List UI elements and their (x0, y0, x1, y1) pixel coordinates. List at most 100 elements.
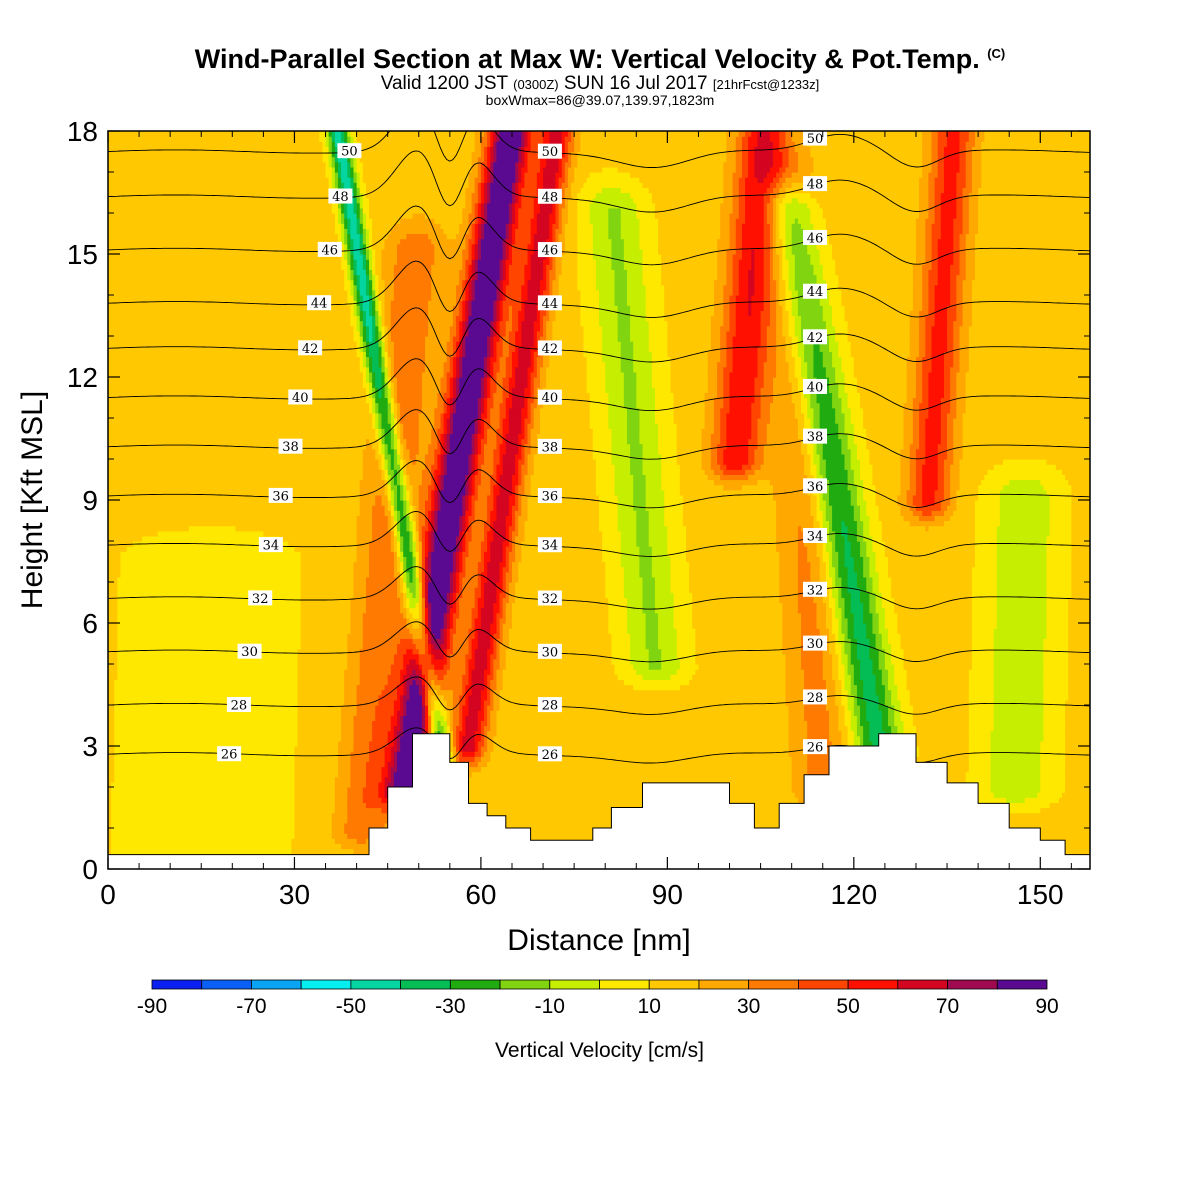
velocity-cell (378, 443, 383, 450)
velocity-cell (1043, 694, 1069, 701)
velocity-cell (524, 520, 600, 527)
velocity-cell (828, 479, 849, 486)
velocity-cell (947, 330, 954, 337)
velocity-cell (713, 479, 759, 486)
velocity-cell (390, 751, 395, 757)
velocity-cell (816, 500, 821, 506)
velocity-cell (400, 489, 404, 496)
velocity-cell (505, 592, 510, 598)
velocity-cell (825, 464, 846, 470)
velocity-cell (617, 505, 634, 511)
velocity-cell (900, 633, 973, 639)
velocity-cell (490, 371, 494, 378)
velocity-cell (484, 710, 488, 716)
velocity-cell (543, 397, 591, 404)
velocity-cell (490, 541, 504, 547)
velocity-cell (452, 377, 457, 383)
velocity-cell (832, 592, 839, 598)
velocity-cell (515, 510, 522, 516)
velocity-cell (406, 566, 414, 573)
velocity-cell (850, 341, 911, 347)
velocity-cell (331, 828, 345, 834)
velocity-cell (804, 464, 811, 470)
velocity-cell (518, 356, 532, 363)
velocity-cell (468, 638, 473, 645)
velocity-cell (456, 623, 473, 629)
velocity-cell (850, 412, 864, 419)
velocity-cell (487, 351, 491, 358)
velocity-cell (493, 643, 498, 650)
velocity-cell (490, 330, 494, 337)
velocity-cell (943, 464, 951, 470)
velocity-cell (477, 638, 491, 645)
velocity-cell (536, 330, 544, 337)
velocity-cell (431, 710, 435, 716)
velocity-cell (502, 433, 507, 440)
velocity-cell (996, 535, 1048, 542)
velocity-cell (359, 366, 367, 373)
velocity-cell (860, 541, 867, 547)
velocity-cell (375, 382, 383, 388)
velocity-cell (841, 617, 849, 624)
velocity-cell (387, 356, 392, 363)
velocity-cell (108, 838, 112, 844)
velocity-cell (841, 740, 849, 747)
velocity-cell (732, 336, 762, 342)
velocity-cell (412, 679, 417, 686)
velocity-cell (421, 397, 439, 404)
velocity-cell (421, 479, 432, 486)
velocity-cell (496, 582, 504, 588)
velocity-cell (496, 653, 501, 660)
velocity-cell (387, 674, 401, 680)
velocity-cell (825, 500, 830, 506)
velocity-cell (378, 438, 383, 445)
velocity-cell (664, 505, 684, 511)
velocity-cell (996, 566, 1048, 573)
velocity-cell (502, 669, 616, 675)
velocity-cell (511, 541, 516, 547)
velocity-cell (434, 459, 439, 465)
velocity-cell (903, 648, 973, 655)
velocity-cell (334, 838, 358, 844)
velocity-cell (372, 423, 376, 429)
velocity-cell (353, 330, 361, 337)
velocity-cell (975, 546, 998, 552)
velocity-cell (446, 464, 470, 470)
velocity-cell (487, 530, 494, 537)
velocity-cell (533, 341, 538, 347)
velocity-cell (847, 576, 858, 583)
velocity-cell (888, 720, 895, 727)
velocity-cell (704, 469, 715, 475)
velocity-cell (1043, 725, 1066, 732)
velocity-cell (1071, 551, 1090, 557)
velocity-cell (499, 576, 504, 583)
velocity-cell (490, 684, 498, 691)
velocity-cell (499, 694, 787, 701)
velocity-cell (362, 469, 383, 475)
velocity-cell (828, 535, 836, 542)
velocity-cell (800, 658, 824, 665)
velocity-cell (297, 699, 345, 706)
velocity-cell (922, 469, 939, 475)
velocity-cell (993, 464, 1057, 470)
velocity-cell (602, 325, 619, 332)
velocity-cell (381, 346, 386, 352)
velocity-cell (692, 617, 783, 624)
velocity-cell (968, 361, 1090, 368)
velocity-cell (424, 684, 429, 691)
velocity-cell (381, 382, 386, 388)
velocity-cell (378, 412, 383, 419)
velocity-cell (297, 684, 345, 691)
velocity-cell (869, 556, 877, 563)
velocity-cell (511, 571, 519, 578)
velocity-cell (630, 653, 650, 660)
velocity-cell (446, 418, 451, 424)
velocity-cell (825, 320, 833, 327)
velocity-cell (915, 479, 923, 486)
velocity-cell (611, 658, 631, 665)
velocity-cell (1049, 515, 1072, 522)
velocity-cell (499, 664, 507, 670)
velocity-cell (449, 592, 454, 598)
velocity-cell (403, 479, 407, 486)
velocity-cell (347, 648, 361, 655)
